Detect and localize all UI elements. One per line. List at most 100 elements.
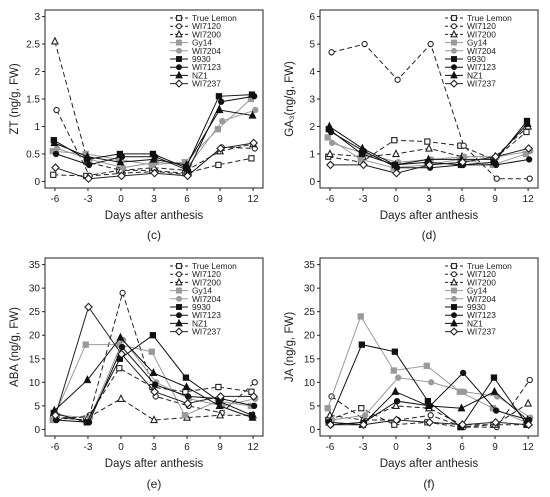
data-point	[425, 143, 433, 152]
data-point	[524, 420, 534, 430]
x-tick-label: 3	[151, 442, 157, 453]
chart-panel-f: 0 5 10 15 20 25 30 35 -6 -3 0 3 6 9 12 Days after anthe…	[284, 257, 539, 491]
legend-marker	[174, 327, 184, 336]
legend-label: NZ1	[192, 318, 208, 328]
y-tick-label: 5	[34, 401, 40, 412]
legend-marker	[176, 23, 182, 30]
data-point	[251, 402, 258, 410]
data-point	[248, 155, 255, 162]
x-tick-label: -3	[358, 194, 367, 205]
data-point	[427, 40, 434, 48]
data-point	[215, 93, 223, 100]
data-point	[424, 138, 431, 145]
legend-label: WI7237	[192, 79, 221, 89]
data-point	[526, 376, 533, 384]
data-point	[84, 174, 93, 184]
data-point	[117, 349, 126, 359]
legend-marker	[176, 15, 182, 21]
data-point	[327, 128, 335, 136]
data-point	[83, 375, 92, 384]
legend-label: True Lemon	[192, 261, 237, 271]
data-point	[423, 362, 430, 369]
data-point	[53, 106, 60, 114]
x-tick-label: 3	[426, 194, 432, 205]
legend-marker	[450, 29, 458, 38]
y-tick-label: 1.5	[26, 95, 40, 106]
legend-label: True Lemon	[467, 261, 512, 271]
y-tick-label: 20	[304, 331, 316, 342]
series	[52, 343, 258, 426]
y-tick-label: 0	[309, 177, 315, 188]
y-tick-label: 25	[304, 307, 316, 318]
x-tick-label: -6	[50, 442, 59, 453]
x-tick-label: -3	[83, 194, 92, 205]
data-point	[325, 149, 334, 158]
data-point	[428, 379, 435, 386]
y-tick-label: 0.5	[26, 149, 40, 160]
data-point	[524, 398, 533, 407]
legend-label: Gy14	[467, 38, 487, 48]
x-tick-label: 0	[118, 194, 124, 205]
x-tick-label: 12	[523, 194, 535, 205]
data-point	[358, 341, 365, 348]
data-point	[218, 98, 225, 105]
y-tick-label: 3	[309, 95, 315, 106]
x-tick-label: -3	[83, 442, 92, 453]
data-point	[149, 368, 158, 377]
y-tick-label: 1	[34, 122, 40, 133]
data-point	[120, 164, 127, 171]
legend-marker	[174, 79, 184, 88]
data-point	[50, 138, 59, 147]
y-tick-label: 6	[309, 12, 315, 23]
legend-marker	[451, 312, 457, 319]
data-point	[248, 412, 257, 421]
series	[326, 144, 534, 178]
data-point	[118, 343, 126, 351]
data-point	[324, 405, 331, 412]
x-tick-label: 9	[492, 194, 498, 205]
data-point	[493, 161, 500, 169]
data-point	[392, 415, 401, 425]
legend-label: True Lemon	[467, 13, 512, 23]
legend-label: NZ1	[192, 70, 208, 80]
data-point	[82, 341, 89, 348]
legend-label: WI7204	[467, 46, 496, 56]
legend-marker	[175, 29, 183, 38]
legend-label: WI7123	[467, 310, 496, 320]
data-point	[357, 313, 364, 320]
data-point	[149, 332, 157, 339]
legend-label: WI7200	[192, 277, 221, 287]
data-point	[457, 403, 466, 412]
data-point	[249, 392, 259, 401]
data-point	[522, 150, 530, 158]
data-point	[249, 138, 259, 148]
legend-label: WI7237	[467, 79, 496, 89]
data-point	[149, 154, 158, 163]
data-point	[390, 367, 397, 374]
y-axis-label: GA₃(ng/g, FW)	[284, 61, 296, 137]
legend-marker	[175, 277, 183, 286]
series-line	[56, 291, 256, 421]
chart-panel-e: 0 5 10 15 20 25 30 35 -6 -3 0 3 6 9 12 Days after anthe…	[9, 257, 264, 491]
panel-label: (f)	[423, 477, 434, 491]
y-tick-label: 3	[34, 12, 40, 23]
series	[51, 138, 259, 184]
x-tick-label: 3	[151, 194, 157, 205]
data-point	[182, 160, 191, 169]
legend-marker	[176, 56, 182, 62]
legend-marker	[451, 64, 457, 71]
legend-label: 9930	[192, 54, 211, 64]
y-tick-label: 35	[29, 260, 41, 271]
legend-label: WI7120	[192, 21, 221, 31]
legend-label: WI7237	[192, 327, 221, 337]
data-point	[148, 348, 155, 355]
legend-marker	[449, 327, 459, 336]
y-tick-label: 2	[309, 122, 315, 133]
y-tick-label: 30	[29, 284, 41, 295]
x-tick-label: -6	[50, 194, 59, 205]
x-tick-label: 12	[523, 442, 535, 453]
data-point	[85, 161, 93, 169]
x-tick-label: 0	[393, 442, 399, 453]
data-point	[493, 175, 500, 182]
legend-label: WI7200	[192, 29, 221, 39]
